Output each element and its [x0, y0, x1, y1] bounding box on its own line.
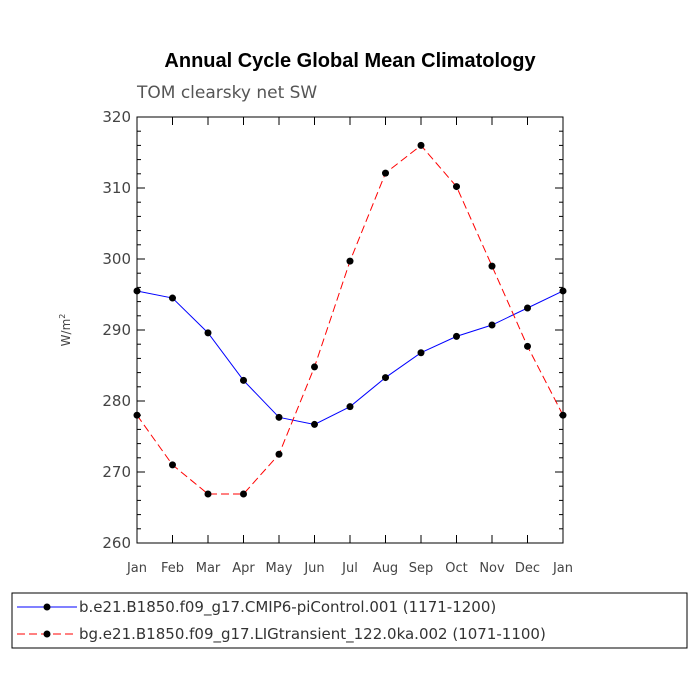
- series-1-point: [169, 294, 176, 302]
- series-2-point: [559, 411, 567, 419]
- series-1-point: [524, 304, 531, 312]
- series-line-2: [136, 144, 564, 495]
- series-1-point: [346, 403, 354, 411]
- series-2-point: [488, 262, 496, 270]
- plot-frame: [136, 116, 564, 544]
- x-tick-label: Mar: [196, 561, 221, 576]
- series-1-point: [559, 287, 567, 295]
- series-1-point: [240, 376, 247, 384]
- legend-label-1: b.e21.B1850.f09_g17.CMIP6-piControl.001 …: [79, 598, 496, 617]
- series-1-point: [275, 413, 283, 421]
- series-1-point: [311, 420, 318, 428]
- legend-box: [11, 592, 688, 649]
- series-layer: [133, 141, 567, 498]
- series-2-point: [204, 490, 212, 498]
- y-tick-label: 270: [102, 463, 131, 481]
- y-axis-label-superscript: 2: [58, 314, 67, 319]
- series-1-point: [133, 287, 141, 295]
- x-tick-label: Jul: [341, 561, 358, 576]
- series-2-point: [240, 490, 247, 498]
- series-1-point: [417, 349, 425, 357]
- x-tick-label: Feb: [161, 561, 184, 576]
- chart-title: Annual Cycle Global Mean Climatology: [164, 50, 536, 72]
- y-tick-label: 320: [102, 108, 131, 126]
- y-tick-label: 310: [102, 179, 131, 197]
- y-tick-label: 290: [102, 321, 131, 339]
- series-2-point: [311, 363, 318, 371]
- legend-label-2: bg.e21.B1850.f09_g17.LIGtransient_122.0k…: [79, 625, 546, 644]
- x-tick-label: Aug: [373, 561, 398, 576]
- series-2-point: [453, 183, 460, 191]
- x-tick-label: May: [266, 561, 293, 576]
- series-1-point: [488, 321, 496, 329]
- series-2-point: [382, 169, 389, 177]
- x-tick-label: Dec: [515, 561, 540, 576]
- y-axis-label: W/m2: [58, 314, 73, 347]
- chart-subtitle: TOM clearsky net SW: [136, 83, 317, 103]
- x-tick-label: Jan: [552, 561, 573, 576]
- series-1-point: [453, 332, 460, 340]
- series-2-point: [133, 411, 141, 419]
- series-2-point: [169, 461, 176, 469]
- y-tick-label: 260: [102, 534, 131, 552]
- series-2-point: [417, 141, 425, 149]
- y-tick-label: 280: [102, 392, 131, 410]
- legend: b.e21.B1850.f09_g17.CMIP6-piControl.001 …: [11, 592, 688, 649]
- legend-marker-2: [43, 630, 51, 638]
- x-tick-label: Nov: [479, 561, 505, 576]
- series-2-point: [346, 257, 354, 265]
- series-1-point: [204, 329, 212, 337]
- x-tick-label: Oct: [445, 561, 467, 576]
- axes: 260 270 280 290 300 310 320 Jan Feb Mar Apr May Jun J…: [102, 108, 573, 576]
- series-1-point: [382, 374, 389, 382]
- legend-marker-1: [43, 603, 51, 611]
- x-tick-label: Sep: [409, 561, 434, 576]
- x-tick-label: Jun: [303, 561, 324, 576]
- y-tick-label: 300: [102, 250, 131, 268]
- x-tick-label: Jan: [126, 561, 147, 576]
- series-2-point: [524, 342, 531, 350]
- series-2-point: [275, 450, 283, 458]
- x-tick-label: Apr: [232, 561, 255, 576]
- y-axis-label-text: W/m: [59, 319, 73, 347]
